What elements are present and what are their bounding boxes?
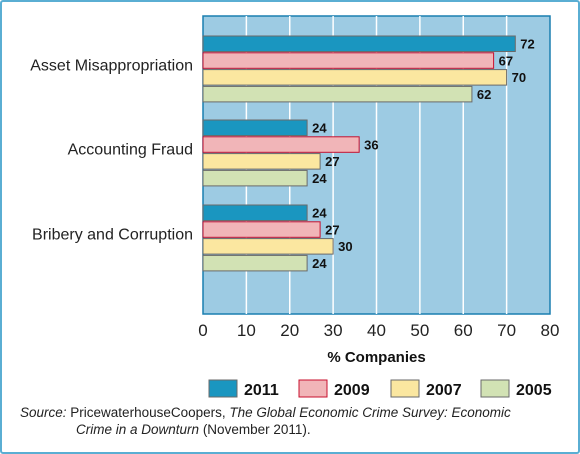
value-label-2011-2: 24 <box>312 206 327 221</box>
value-label-2011-1: 24 <box>312 121 327 136</box>
bar-2009-2 <box>202 221 321 238</box>
x-tick-label-60: 60 <box>454 321 473 340</box>
value-label-2009-0: 67 <box>499 53 513 68</box>
source-prefix: Source: <box>20 405 67 420</box>
value-label-2007-2: 30 <box>338 239 352 254</box>
source-title-part1: The Global Economic Crime Survey: Econom… <box>229 405 511 420</box>
bar-2009-1 <box>202 136 360 153</box>
value-label-2009-1: 36 <box>364 137 378 152</box>
value-label-2011-0: 72 <box>520 37 534 52</box>
legend-label-2005: 2005 <box>516 382 552 399</box>
bar-2011-1 <box>202 119 308 136</box>
source-title-part2: Crime in a Downturn <box>76 422 200 437</box>
bar-2007-0 <box>202 69 508 86</box>
source-publisher: PricewaterhouseCoopers, <box>70 405 226 420</box>
value-label-2007-1: 27 <box>325 154 339 169</box>
x-tick-label-20: 20 <box>280 321 299 340</box>
bar-2011-2 <box>202 204 308 221</box>
source-note: Source: PricewaterhouseCoopers, The Glob… <box>20 404 565 438</box>
x-tick-label-70: 70 <box>497 321 516 340</box>
x-tick-label-10: 10 <box>237 321 256 340</box>
x-tick-label-50: 50 <box>410 321 429 340</box>
bar-2005-1 <box>202 169 308 187</box>
x-axis-title: % Companies <box>327 349 425 366</box>
category-label-1: Accounting Fraud <box>68 142 193 159</box>
value-label-2007-0: 70 <box>512 70 526 85</box>
legend-label-2007: 2007 <box>426 382 462 399</box>
bar-2005-0 <box>202 85 473 103</box>
category-label-2: Bribery and Corruption <box>32 227 193 244</box>
value-label-2005-2: 24 <box>312 256 327 271</box>
legend-swatch-2007 <box>390 379 420 398</box>
value-label-2009-2: 27 <box>325 222 339 237</box>
legend-swatch-2011 <box>208 379 238 398</box>
x-tick-label-80: 80 <box>541 321 560 340</box>
bar-2009-0 <box>202 52 495 69</box>
bar-2005-2 <box>202 254 308 272</box>
legend-swatch-2005 <box>480 379 510 398</box>
source-date: (November 2011). <box>202 422 311 437</box>
value-label-2005-0: 62 <box>477 87 491 102</box>
legend-label-2009: 2009 <box>334 382 370 399</box>
value-label-2005-1: 24 <box>312 171 327 186</box>
bar-2007-1 <box>202 153 321 170</box>
x-tick-label-0: 0 <box>198 321 207 340</box>
legend-label-2011: 2011 <box>244 382 279 399</box>
x-tick-label-40: 40 <box>367 321 386 340</box>
category-label-0: Asset Misappropriation <box>30 58 193 75</box>
x-tick-label-30: 30 <box>324 321 343 340</box>
legend-swatch-2009 <box>298 379 328 398</box>
bar-2011-0 <box>202 35 516 52</box>
bar-2007-2 <box>202 238 334 255</box>
